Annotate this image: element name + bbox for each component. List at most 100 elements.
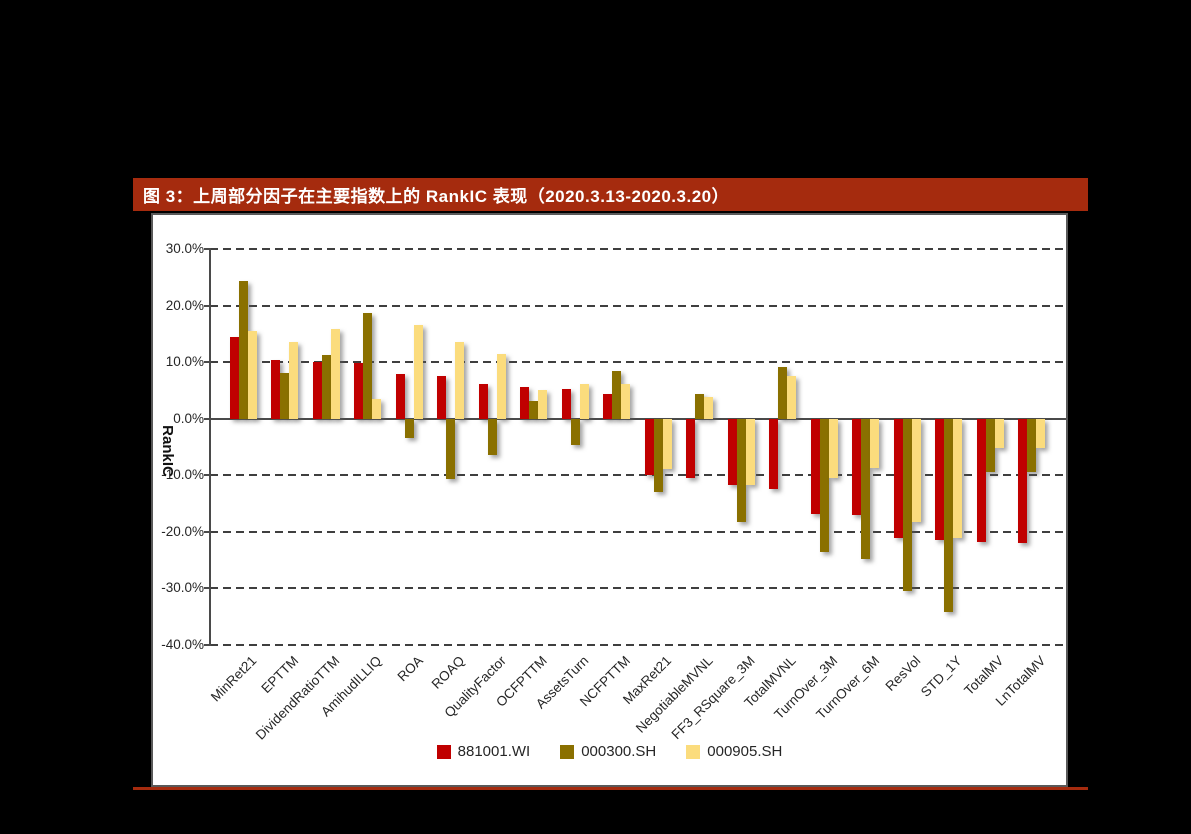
x-axis-label: ROA [394,653,426,685]
gridline [210,474,1066,477]
y-axis-tick [204,417,209,420]
y-axis-tick [204,248,209,250]
gridline [210,248,1066,250]
bar-881001.WI [271,360,280,419]
bar-881001.WI [478,384,488,419]
bar-000300.SH [487,418,497,455]
bar-000905.SH [413,324,423,419]
bar-881001.WI [603,394,612,419]
bar-000300.SH [861,418,870,559]
bar-881001.WI [686,418,695,478]
x-axis-zero-line [210,417,1066,420]
bar-000300.SH [1027,418,1036,473]
bar-881001.WI [1018,418,1027,544]
y-axis-line [209,248,211,646]
bar-000905.SH [953,418,962,539]
bar-881001.WI [852,418,861,515]
bar-000300.SH [819,418,829,552]
y-axis-title: RankIC [159,425,176,477]
bar-000300.SH [653,418,663,492]
legend-item: 881001.WI [436,743,531,760]
bar-000905.SH [538,390,547,419]
bar-881001.WI [437,376,446,419]
x-axis-label: STD_1Y [918,653,966,700]
legend-label: 000905.SH [707,743,783,760]
bar-000300.SH [363,313,372,419]
bar-881001.WI [229,337,239,419]
x-axis-label: NegotiableMVNL [633,653,717,736]
bar-881001.WI [354,362,363,419]
figure-title-bar: 图 3：上周部分因子在主要指数上的 RankIC 表现（2020.3.13-20… [133,178,1088,211]
bar-000905.SH [911,418,921,522]
bar-000905.SH [994,418,1004,449]
y-axis-tick-label: -30.0% [161,580,204,596]
y-axis-tick-label: -20.0% [161,523,204,539]
bar-000300.SH [985,418,995,473]
bar-000905.SH [372,399,381,419]
bar-000300.SH [695,394,704,419]
bar-881001.WI [976,418,986,543]
figure-bottom-rule [133,787,1088,790]
y-axis-tick-label: 0.0% [173,410,204,426]
gridline [210,643,1066,646]
bar-000905.SH [330,328,340,419]
legend-swatch-icon [436,744,451,759]
bar-881001.WI [893,418,903,539]
gridline [210,304,1066,307]
bar-000905.SH [621,384,630,419]
y-axis-tick [204,304,209,307]
bar-881001.WI [727,418,737,485]
bar-881001.WI [312,362,322,419]
bar-881001.WI [395,374,405,419]
bar-000905.SH [579,383,589,419]
bar-000300.SH [902,418,912,592]
x-axis-label: MinRet21 [208,653,260,705]
bar-000905.SH [870,418,879,468]
bar-000300.SH [404,418,414,438]
rankic-bar-chart: 30.0% 20.0% 10.0% 0.0% -10.0% -20.0% -30.0% -40… [151,213,1068,787]
bar-000905.SH [1036,418,1045,449]
gridline [210,530,1066,533]
bar-000300.SH [778,366,787,419]
legend-item: 000905.SH [686,743,782,760]
y-axis-tick [204,361,209,364]
bar-000300.SH [321,354,331,419]
y-axis-tick-label: 10.0% [165,354,204,370]
bar-000905.SH [745,418,755,486]
plot-area: 30.0% 20.0% 10.0% 0.0% -10.0% -20.0% -30.0% -40… [153,215,1066,785]
gridline [210,361,1066,364]
legend: 881001.WI 000300.SH 000905.SH [153,743,1066,760]
legend-label: 000300.SH [581,743,657,760]
bar-000905.SH [662,418,672,470]
bar-000905.SH [828,418,838,479]
bar-000300.SH [736,418,746,522]
y-axis-tick [204,643,209,646]
bar-881001.WI [520,387,529,419]
legend-item: 000300.SH [560,743,656,760]
bar-000300.SH [238,281,248,419]
bar-000300.SH [944,418,953,613]
bar-881001.WI [644,418,654,475]
bar-000300.SH [612,371,621,419]
bar-000905.SH [455,341,464,419]
bar-881001.WI [769,418,778,489]
y-axis-tick-label: -10.0% [161,467,204,483]
figure-title: 图 3：上周部分因子在主要指数上的 RankIC 表现（2020.3.13-20… [143,187,730,206]
bar-881001.WI [561,389,571,419]
bar-000300.SH [446,418,455,480]
bar-000300.SH [529,400,538,419]
legend-swatch-icon [560,744,575,759]
bar-000905.SH [289,341,298,419]
y-axis-tick-label: 30.0% [165,241,204,256]
legend-swatch-icon [686,744,701,759]
y-axis-tick-label: -40.0% [161,636,204,652]
bar-000905.SH [247,331,257,419]
bar-000905.SH [496,354,506,419]
y-axis-tick-label: 20.0% [165,297,204,313]
bar-881001.WI [935,418,944,541]
bar-000300.SH [280,373,289,419]
legend-label: 881001.WI [457,743,531,760]
gridline [210,587,1066,590]
bar-000905.SH [787,375,796,419]
x-axis-label: ROAQ [428,653,468,692]
